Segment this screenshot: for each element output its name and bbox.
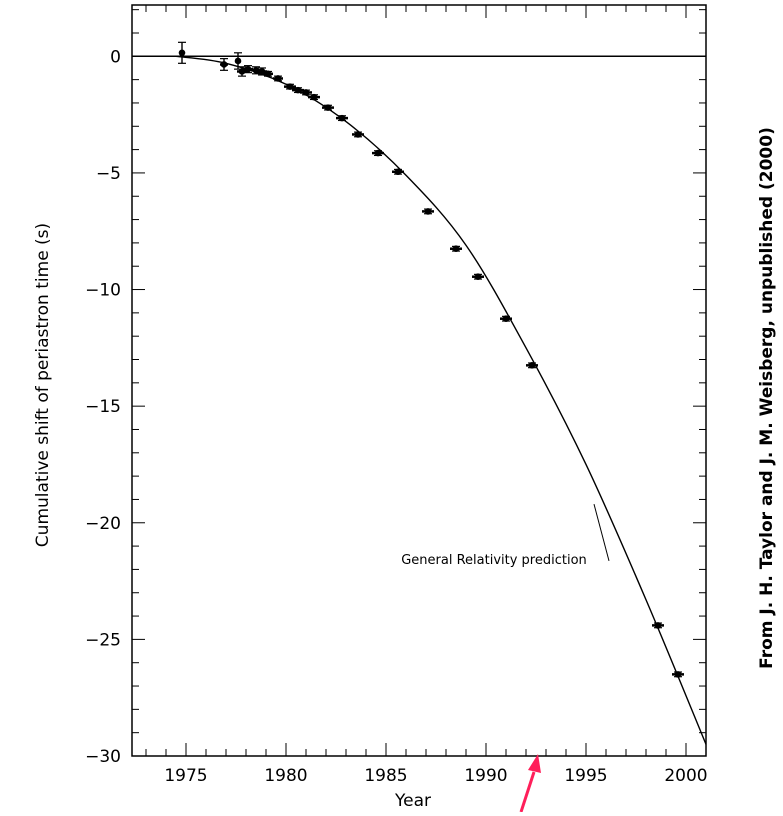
- data-marker: [310, 93, 318, 101]
- source-credit: From J. H. Taylor and J. M. Weisberg, un…: [757, 127, 777, 669]
- data-point: [336, 114, 348, 122]
- curve-layer: [175, 55, 707, 745]
- data-point: [352, 131, 364, 138]
- data-point: [372, 149, 384, 157]
- data-marker: [244, 65, 252, 73]
- y-tick-label: −30: [85, 747, 121, 767]
- data-point: [308, 93, 320, 101]
- y-tick-label: −15: [85, 397, 121, 417]
- data-marker: [274, 75, 282, 82]
- pointer-arrow-icon: [519, 754, 541, 813]
- tick-layer: [132, 5, 707, 757]
- x-tick-label: 2000: [664, 766, 707, 786]
- data-marker: [354, 131, 362, 138]
- annotation-layer: General Relativity prediction: [401, 503, 610, 568]
- data-point: [284, 83, 296, 90]
- data-marker: [474, 273, 482, 281]
- data-marker: [452, 245, 460, 253]
- data-marker: [286, 83, 294, 90]
- data-point: [300, 89, 312, 96]
- data-marker: [528, 362, 536, 369]
- data-marker: [302, 89, 310, 96]
- data-point: [273, 75, 283, 82]
- x-tick-label: 1975: [164, 766, 207, 786]
- data-marker: [324, 104, 332, 111]
- data-point: [500, 315, 512, 322]
- data-point: [472, 273, 484, 281]
- data-point: [422, 208, 434, 215]
- data-marker: [502, 315, 510, 322]
- data-marker: [674, 671, 682, 678]
- gr-prediction-label: General Relativity prediction: [401, 553, 587, 568]
- data-point: [672, 671, 684, 678]
- data-marker: [220, 61, 228, 68]
- gr-prediction-curve: [175, 55, 707, 745]
- data-point: [220, 58, 228, 71]
- data-point: [322, 104, 334, 111]
- y-tick-label: 0: [110, 47, 121, 67]
- plot-frame: [131, 4, 707, 757]
- data-marker: [178, 49, 186, 57]
- data-marker: [264, 70, 272, 78]
- y-tick-label: −20: [85, 514, 121, 534]
- data-point: [392, 168, 404, 176]
- data-point: [237, 66, 247, 77]
- data-marker: [654, 622, 662, 629]
- data-point: [178, 41, 186, 64]
- data-point: [652, 622, 664, 629]
- y-tick-label: −10: [85, 281, 121, 301]
- data-point: [263, 70, 273, 78]
- frame-layer: [131, 4, 707, 757]
- data-point: [526, 362, 538, 369]
- x-tick-label: 1995: [564, 766, 607, 786]
- data-point: [450, 245, 462, 253]
- y-tick-label: −25: [85, 630, 121, 650]
- y-tick-label: −5: [96, 164, 121, 184]
- x-axis-title: Year: [394, 791, 431, 811]
- data-marker: [338, 114, 346, 122]
- data-marker: [294, 86, 302, 94]
- points-layer: [178, 41, 684, 678]
- gr-prediction-leader-line: [593, 503, 610, 562]
- x-tick-label: 1985: [364, 766, 407, 786]
- x-tick-label: 1990: [464, 766, 507, 786]
- data-marker: [394, 168, 402, 176]
- data-marker: [374, 149, 382, 157]
- y-axis-title: Cumulative shift of periastron time (s): [33, 223, 53, 547]
- label-layer: 1975 1980 1985 1990 1995 2000 0 −5 −10 −15 −20 −25 −…: [85, 47, 708, 786]
- data-marker: [234, 57, 242, 65]
- data-marker: [424, 208, 432, 215]
- x-tick-label: 1980: [264, 766, 307, 786]
